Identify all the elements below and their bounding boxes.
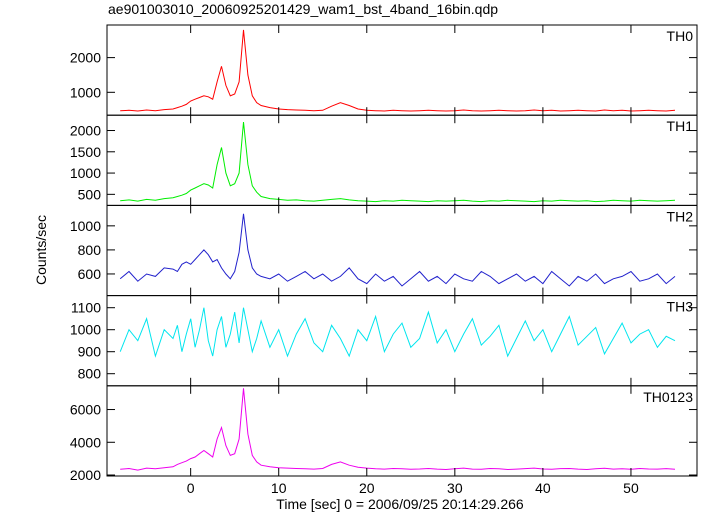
- y-tick-label: 900: [78, 344, 102, 360]
- y-tick-label: 1000: [70, 84, 101, 100]
- x-tick-label: 20: [359, 480, 375, 496]
- panel-frame: [106, 204, 698, 297]
- panel-frame: [106, 24, 698, 116]
- data-line: [119, 213, 676, 287]
- data-line: [120, 29, 676, 112]
- panel-label: TH1: [667, 118, 694, 134]
- y-tick-label: 1100: [71, 300, 101, 316]
- data-line: [120, 121, 676, 203]
- panel-frame: [106, 385, 698, 477]
- y-tick-label: 6000: [70, 402, 101, 418]
- y-tick-label: 500: [78, 186, 102, 202]
- y-tick-label: 1000: [70, 322, 101, 338]
- panel-label: TH3: [667, 299, 694, 315]
- y-tick-label: 1500: [70, 144, 101, 160]
- y-tick-label: 2000: [70, 123, 101, 139]
- x-tick-label: 30: [447, 480, 463, 496]
- y-tick-label: 600: [78, 266, 102, 282]
- x-axis-label: Time [sec] 0 = 2006/09/25 20:14:29.266: [276, 496, 524, 512]
- panel-label: TH2: [667, 208, 694, 224]
- panel-label: TH0: [667, 28, 694, 44]
- x-tick-label: 50: [623, 480, 639, 496]
- y-tick-label: 1000: [70, 165, 101, 181]
- panel-frame: [106, 295, 698, 387]
- y-tick-label: 800: [78, 242, 102, 258]
- x-tick-label: 10: [271, 480, 287, 496]
- chart-title: ae901003010_20060925201429_wam1_bst_4ban…: [108, 1, 498, 17]
- y-tick-label: 2000: [70, 467, 101, 483]
- y-tick-label: 800: [78, 366, 102, 382]
- y-tick-label: 2000: [70, 50, 101, 66]
- data-line: [119, 307, 676, 358]
- x-tick-label: 40: [535, 480, 551, 496]
- y-tick-label: 4000: [70, 434, 101, 450]
- x-tick-label: 0: [187, 480, 195, 496]
- y-tick-label: 1000: [70, 218, 101, 234]
- panel-frame: [106, 114, 698, 206]
- data-line: [120, 388, 676, 471]
- y-axis-label: Counts/sec: [33, 215, 49, 285]
- panel-label: TH0123: [643, 389, 693, 405]
